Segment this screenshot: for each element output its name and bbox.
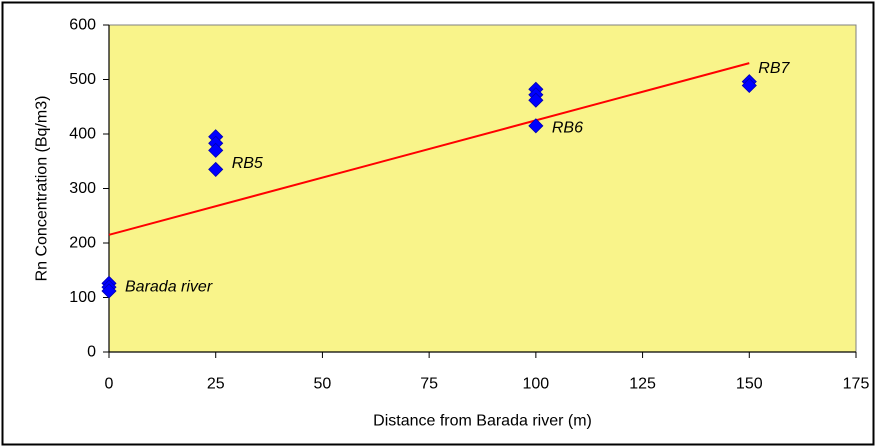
point-label: Barada river [125,279,213,296]
x-tick-label: 175 [843,376,870,393]
data-point-diamond [208,161,224,177]
y-tick-label: 500 [69,71,96,88]
x-axis-title: Distance from Barada river (m) [373,413,592,430]
point-label: RB7 [758,60,790,77]
data-point-diamond [741,77,757,94]
y-tick-label: 300 [69,180,96,197]
point-label: RB6 [552,119,583,136]
y-tick-label: 200 [69,235,96,252]
plot-layer: 0 25 50 75 100 125 150 175 0 100 200 300 400 500 600 Ba… [69,17,869,393]
x-tick-label: 125 [629,376,656,393]
x-tick-label: 75 [420,376,438,393]
y-tick-label: 0 [87,344,96,361]
data-point-diamond [528,92,544,108]
plot-area [108,24,857,353]
trendline [108,62,750,236]
x-tick-label: 50 [314,376,332,393]
data-point-diamond [208,142,224,158]
x-tick-label: 100 [523,376,550,393]
point-label: RB5 [232,155,263,172]
x-tick-label: 25 [207,376,225,393]
y-tick-label: 600 [69,17,96,34]
y-axis-title: Rn Concentration (Bq/m3) [34,96,51,282]
x-tick-label: 0 [105,376,114,393]
x-tick-label: 150 [736,376,763,393]
data-point-diamond [528,118,544,134]
data-point-diamond [101,283,117,299]
y-tick-label: 100 [69,289,96,306]
y-tick-label: 400 [69,126,96,143]
